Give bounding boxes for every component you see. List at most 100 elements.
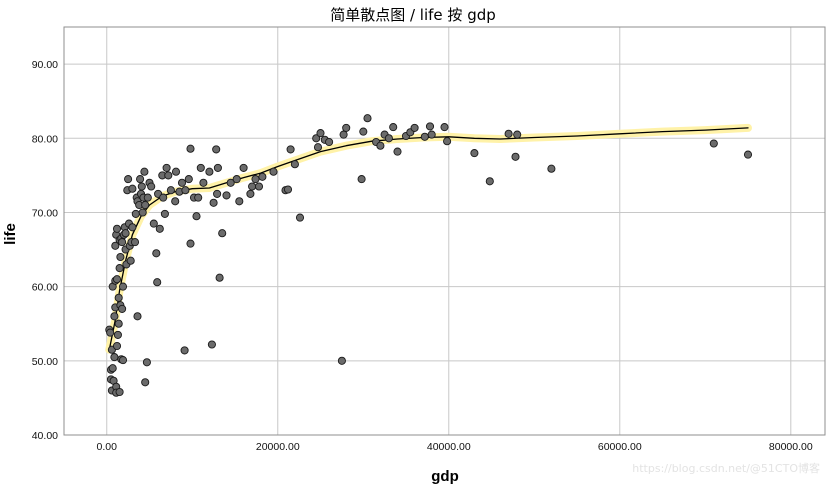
data-point xyxy=(118,356,128,365)
data-point xyxy=(420,132,429,141)
y-tick-label: 80.00 xyxy=(32,133,58,145)
data-point xyxy=(427,130,436,139)
data-point xyxy=(376,141,385,150)
data-point xyxy=(215,273,224,282)
data-point xyxy=(485,177,494,186)
data-point xyxy=(393,147,402,156)
data-point xyxy=(126,256,135,265)
data-point xyxy=(115,264,124,273)
data-point xyxy=(106,328,115,337)
data-point xyxy=(357,175,366,184)
data-point xyxy=(213,189,222,198)
data-point xyxy=(269,167,278,176)
data-point xyxy=(359,127,368,136)
data-point xyxy=(258,172,267,181)
data-point xyxy=(384,134,393,143)
data-point xyxy=(186,239,195,248)
chart-title: 简单散点图 / life 按 gdp xyxy=(330,6,496,24)
data-point xyxy=(177,178,187,187)
data-point xyxy=(222,191,231,200)
data-point xyxy=(159,193,168,202)
data-point xyxy=(138,208,147,217)
data-point xyxy=(110,312,119,321)
data-point xyxy=(313,143,323,152)
data-point xyxy=(316,129,325,138)
data-point xyxy=(112,275,122,284)
data-point xyxy=(290,160,299,169)
data-point xyxy=(114,319,123,328)
data-point xyxy=(213,163,222,172)
data-point xyxy=(118,282,128,291)
data-point xyxy=(112,341,122,351)
data-point xyxy=(137,182,146,191)
y-tick-label: 90.00 xyxy=(32,59,58,71)
data-points xyxy=(105,114,753,397)
data-point xyxy=(143,193,152,202)
fit-line-group xyxy=(105,123,752,354)
grid-lines xyxy=(64,27,825,436)
data-point xyxy=(218,229,227,238)
data-point xyxy=(547,164,556,173)
data-point xyxy=(212,145,221,154)
data-point xyxy=(470,149,479,158)
data-point xyxy=(205,167,214,176)
fit-line-halo xyxy=(105,123,752,354)
data-point xyxy=(283,185,293,194)
x-axis-label: gdp xyxy=(431,468,459,485)
data-point xyxy=(226,178,235,187)
data-point xyxy=(286,145,295,154)
data-point xyxy=(196,163,205,172)
data-point xyxy=(171,167,181,176)
data-point xyxy=(115,387,124,397)
data-point xyxy=(246,189,255,198)
data-point xyxy=(124,175,133,184)
y-tick-label: 70.00 xyxy=(32,207,58,219)
data-point xyxy=(152,249,161,258)
data-point xyxy=(155,224,164,233)
fit-line xyxy=(108,127,749,351)
data-point xyxy=(239,163,248,172)
data-point xyxy=(153,278,162,287)
data-point xyxy=(142,358,151,367)
data-point xyxy=(160,209,169,218)
data-point xyxy=(116,252,125,262)
data-point xyxy=(342,123,351,132)
data-point xyxy=(410,123,419,132)
data-point xyxy=(425,122,435,131)
data-point xyxy=(184,175,193,184)
x-tick-label: 40000.00 xyxy=(427,441,471,453)
x-tick-label: 20000.00 xyxy=(256,441,300,453)
data-point xyxy=(140,167,149,176)
data-point xyxy=(121,229,130,238)
data-point xyxy=(194,193,203,202)
data-point xyxy=(295,213,305,222)
data-point xyxy=(743,150,753,159)
data-point xyxy=(248,182,257,191)
data-point xyxy=(131,209,140,218)
data-point xyxy=(235,197,244,206)
data-point xyxy=(162,163,171,172)
data-point xyxy=(108,364,117,373)
data-point xyxy=(128,223,137,232)
data-point xyxy=(504,129,513,138)
data-point xyxy=(114,293,123,302)
watermark: https://blog.csdn.net/@51CTO博客 xyxy=(632,461,820,475)
y-axis-label: life xyxy=(2,223,19,245)
data-point xyxy=(110,353,119,362)
data-point xyxy=(171,197,180,206)
data-point xyxy=(149,219,158,228)
data-point xyxy=(118,304,127,313)
x-tick-label: 60000.00 xyxy=(598,441,642,453)
x-axis-ticks: 0.00 20000.00 40000.00 60000.00 80000.00 xyxy=(97,441,813,453)
data-point xyxy=(312,134,321,143)
data-point xyxy=(133,312,142,321)
data-point xyxy=(130,238,140,247)
data-point xyxy=(141,200,150,210)
x-tick-label: 80000.00 xyxy=(769,441,813,453)
data-point xyxy=(118,238,127,247)
data-point xyxy=(166,186,175,195)
plot-area xyxy=(63,26,826,436)
data-point xyxy=(209,198,218,207)
data-point xyxy=(164,171,173,180)
